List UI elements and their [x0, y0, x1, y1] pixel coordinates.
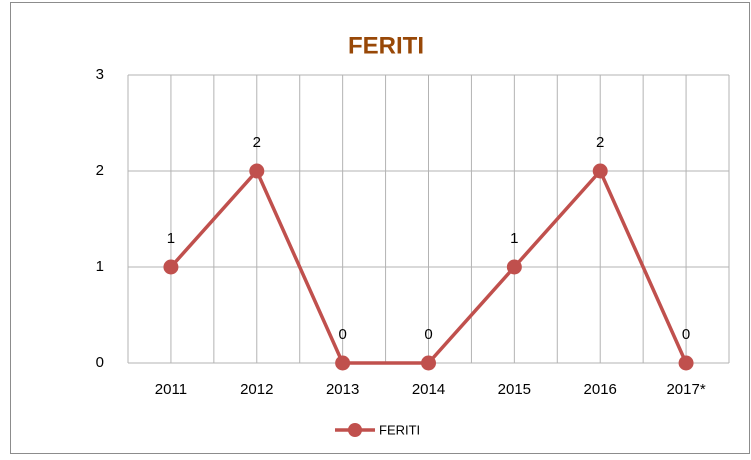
y-tick-label: 2	[96, 162, 104, 179]
marker	[335, 355, 351, 371]
data-label: 0	[338, 326, 346, 343]
x-tick-label: 2013	[326, 381, 359, 398]
x-tick-label: 2016	[584, 381, 617, 398]
marker	[163, 259, 179, 275]
x-tick-label: 2011	[155, 381, 187, 398]
y-tick-label: 0	[96, 354, 104, 371]
y-tick-label: 1	[96, 258, 104, 275]
x-tick-label: 2015	[498, 381, 531, 398]
marker	[249, 163, 265, 179]
legend-label: FERITI	[379, 422, 420, 437]
data-label: 0	[424, 326, 432, 343]
chart-frame	[10, 2, 750, 454]
y-tick-label: 3	[96, 66, 104, 83]
chart-title: FERITI	[348, 32, 424, 59]
marker	[678, 355, 694, 371]
x-tick-label: 2017*	[666, 381, 705, 398]
x-tick-label: 2014	[412, 381, 445, 398]
data-label: 1	[510, 230, 518, 247]
x-tick-label: 2012	[240, 381, 273, 398]
data-label: 2	[596, 134, 604, 151]
marker	[421, 355, 436, 371]
legend-marker	[348, 423, 362, 437]
data-label: 0	[682, 326, 690, 343]
marker	[506, 259, 522, 275]
marker	[592, 163, 608, 179]
data-label: 1	[167, 230, 175, 247]
data-label: 2	[253, 134, 261, 151]
